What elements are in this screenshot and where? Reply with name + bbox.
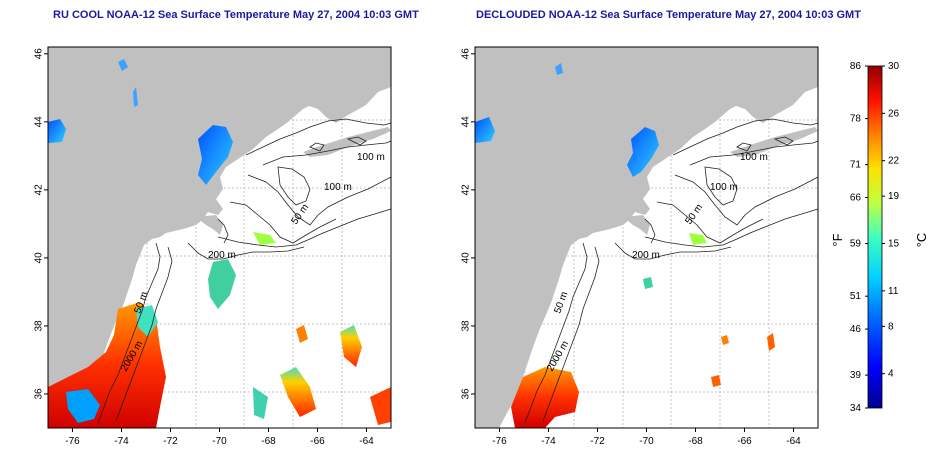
right-map [474, 46, 819, 429]
celsius-tick-label: 8 [888, 321, 894, 332]
lon-tick-label: -64 [359, 436, 374, 447]
fahrenheit-tick-label: 71 [850, 160, 862, 171]
celsius-tick-label: 26 [888, 108, 900, 119]
celsius-tick-label: 4 [888, 369, 894, 380]
fahrenheit-tick-label: 51 [850, 291, 862, 302]
contour-label: 100 m [710, 182, 738, 193]
celsius-tick-label: 22 [888, 156, 900, 167]
lon-tick-label: -70 [212, 436, 227, 447]
lon-tick-label: -66 [737, 436, 752, 447]
lat-tick-label: 36 [34, 388, 45, 400]
lat-tick-label: 42 [34, 184, 45, 196]
lon-tick-label: -64 [786, 436, 801, 447]
celsius-tick-label: 19 [888, 191, 900, 202]
cool-patch [475, 117, 495, 143]
lat-tick-label: 40 [34, 252, 45, 264]
celsius-tick-label: 11 [888, 286, 899, 297]
lon-tick-label: -70 [639, 436, 654, 447]
fahrenheit-tick-label: 66 [850, 193, 862, 204]
colorbar [867, 65, 883, 409]
celsius-tick-label: 30 [888, 61, 900, 72]
lat-tick-label: 46 [34, 48, 45, 60]
lat-tick-label: 36 [461, 388, 472, 400]
contour-label: 100 m [324, 182, 352, 193]
fahrenheit-unit: °F [830, 233, 845, 246]
contour-label: 200 m [632, 250, 660, 261]
gulf-stream-warm [511, 367, 579, 428]
lat-tick-label: 40 [461, 252, 472, 264]
celsius-tick-label: 15 [888, 239, 900, 250]
warm-front [689, 233, 707, 245]
lat-tick-label: 46 [461, 48, 472, 60]
contour-label: 200 m [208, 250, 236, 261]
lon-tick-label: -74 [541, 436, 556, 447]
lon-tick-label: -76 [492, 436, 507, 447]
cool-patch [198, 125, 233, 185]
warm-front [253, 232, 276, 245]
fahrenheit-tick-label: 39 [850, 370, 862, 381]
fahrenheit-tick-label: 34 [850, 403, 862, 414]
fahrenheit-tick-label: 46 [850, 324, 862, 335]
fahrenheit-tick-label: 86 [850, 61, 862, 72]
celsius-unit: °C [914, 233, 929, 248]
lon-tick-label: -68 [261, 436, 276, 447]
contour-label: 100 m [740, 152, 768, 163]
lon-tick-label: -66 [310, 436, 325, 447]
cool-patch [627, 127, 659, 177]
lat-tick-label: 38 [461, 320, 472, 332]
fahrenheit-tick-label: 78 [850, 114, 862, 125]
right-map-title: DECLOUDED NOAA-12 Sea Surface Temperatur… [476, 9, 861, 21]
contour-label: 100 m [357, 152, 385, 163]
lat-tick-label: 44 [34, 116, 45, 128]
lon-tick-label: -76 [65, 436, 80, 447]
lon-tick-label: -72 [163, 436, 178, 447]
lat-tick-label: 44 [461, 116, 472, 128]
left-map [47, 46, 392, 429]
fahrenheit-tick-label: 59 [850, 239, 862, 250]
lat-tick-label: 42 [461, 184, 472, 196]
lat-tick-label: 38 [34, 320, 45, 332]
lon-tick-label: -72 [590, 436, 605, 447]
lon-tick-label: -68 [688, 436, 703, 447]
lon-tick-label: -74 [114, 436, 129, 447]
left-map-title: RU COOL NOAA-12 Sea Surface Temperature … [53, 9, 419, 21]
cool-patch [48, 119, 66, 143]
